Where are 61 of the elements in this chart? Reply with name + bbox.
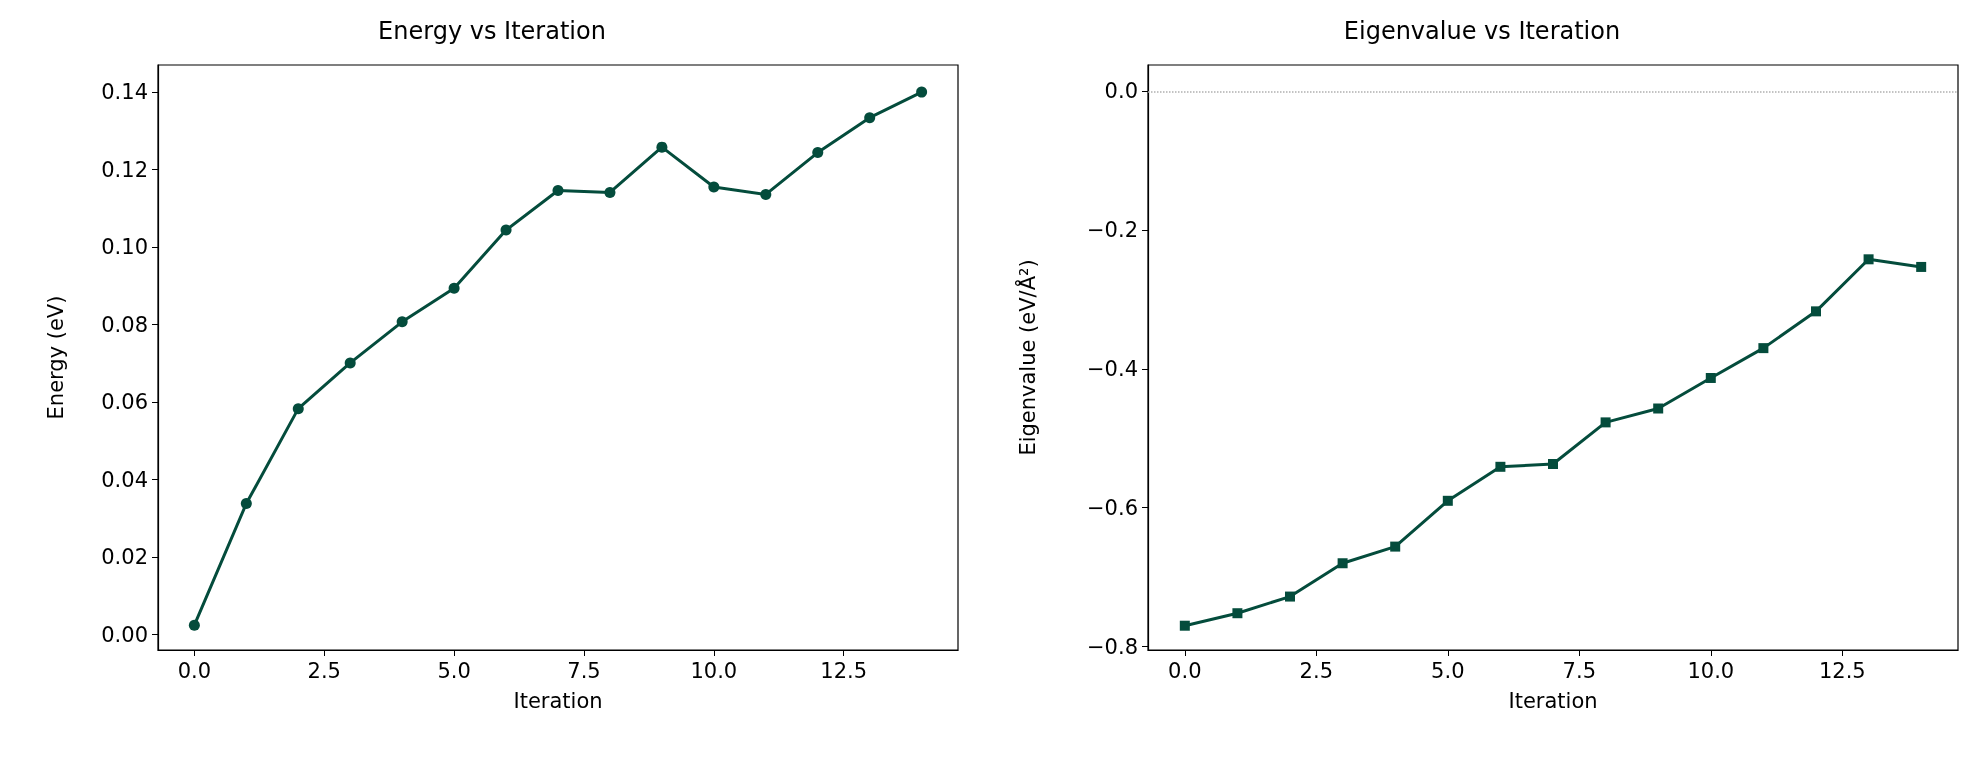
x-tick-label: 0.0 <box>1168 658 1202 683</box>
y-axis-title: Energy (eV) <box>43 295 68 420</box>
point <box>708 181 720 193</box>
y-tick-label: −0.4 <box>1087 356 1138 381</box>
x-tick-label: 2.5 <box>1299 658 1334 683</box>
point <box>448 282 460 294</box>
x-tick-label: 10.0 <box>690 658 738 683</box>
x-tick-label: 12.5 <box>1818 658 1866 683</box>
x-tick-label: 5.0 <box>437 658 471 683</box>
y-tick-label: −0.8 <box>1087 634 1138 659</box>
point <box>1337 558 1348 569</box>
y-tick-label: 0.14 <box>101 80 148 105</box>
point <box>1916 261 1927 272</box>
point <box>1285 591 1296 602</box>
point <box>1495 461 1506 472</box>
point <box>656 141 668 153</box>
point <box>1705 372 1716 383</box>
x-tick-label: 10.0 <box>1687 658 1735 683</box>
x-axis-title: Iteration <box>1508 688 1598 713</box>
point <box>1548 459 1558 470</box>
point <box>552 185 564 197</box>
point <box>1810 306 1821 317</box>
x-tick-label: 12.5 <box>820 658 868 683</box>
point <box>1442 495 1453 506</box>
y-tick-label: 0.02 <box>101 545 148 570</box>
chart-title: Eigenvalue vs Iteration <box>1343 17 1621 45</box>
x-tick-label: 5.0 <box>1431 658 1465 683</box>
point <box>604 186 616 198</box>
y-tick-label: 0.10 <box>101 235 148 260</box>
point <box>864 112 876 124</box>
point <box>916 86 928 98</box>
x-tick-label: 7.5 <box>1562 658 1596 683</box>
y-tick-label: 0.12 <box>101 157 148 182</box>
y-tick-label: −0.6 <box>1087 495 1138 520</box>
point <box>188 619 200 631</box>
y-tick-label: 0.00 <box>101 622 148 647</box>
y-axis-title: Eigenvalue (eV/Å²) <box>1013 259 1040 456</box>
y-tick-label: 0.04 <box>101 467 148 492</box>
point <box>344 357 356 369</box>
point <box>1653 403 1664 414</box>
point <box>500 224 512 236</box>
point <box>1600 417 1611 428</box>
point <box>396 316 408 328</box>
point <box>1179 620 1190 631</box>
point <box>240 498 252 510</box>
point <box>1863 254 1874 265</box>
point <box>1758 343 1769 354</box>
x-tick-label: 2.5 <box>307 658 341 683</box>
y-tick-label: 0.0 <box>1104 79 1138 104</box>
chart-title: Energy vs Iteration <box>378 17 606 45</box>
point <box>1232 608 1243 619</box>
x-axis-title: Iteration <box>513 688 603 713</box>
x-tick-label: 0.0 <box>177 658 212 683</box>
y-tick-label: 0.08 <box>101 312 148 337</box>
point <box>292 403 304 415</box>
y-tick-label: 0.06 <box>101 390 148 415</box>
x-tick-label: 7.5 <box>567 658 601 683</box>
point <box>812 147 824 159</box>
point <box>1390 541 1401 552</box>
y-tick-label: −0.2 <box>1087 218 1138 243</box>
point <box>760 188 772 200</box>
